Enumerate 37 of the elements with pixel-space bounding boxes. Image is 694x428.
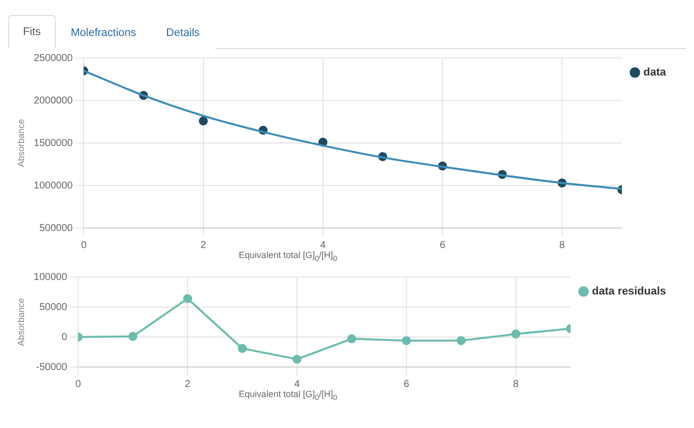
point — [347, 334, 356, 344]
legend-label: data — [643, 66, 667, 79]
x-tick-label: 0 — [80, 240, 87, 251]
x-axis-title: Equivalent total [G]$_{0}$/[H]$_{0}$ — [238, 250, 338, 263]
y-tick-label: -50000 — [36, 362, 68, 373]
y-tick-label: 50000 — [39, 302, 68, 313]
point — [128, 332, 138, 341]
x-tick-label: 6 — [440, 240, 446, 251]
x-axis-title: Equivalent total [G]$_{0}$/[H]$_{0}$ — [238, 389, 338, 402]
text: Details — [151, 16, 215, 49]
y-axis-title: Absorbance — [16, 298, 26, 346]
x-tick-label: 0 — [75, 378, 82, 390]
text: Fits — [8, 15, 56, 49]
point — [402, 336, 411, 346]
legend-label: data residuals — [592, 286, 666, 298]
point — [292, 354, 302, 364]
y-tick-label: 100000 — [34, 272, 68, 283]
x-tick-label: 8 — [513, 378, 520, 390]
point — [183, 294, 192, 304]
x-tick-label: 8 — [559, 240, 566, 251]
y-tick-label: 1500000 — [34, 138, 74, 149]
point — [456, 336, 466, 346]
x-tick-label: 2 — [184, 378, 191, 390]
y-tick-label: 0 — [62, 332, 68, 343]
x-tick-label: 6 — [404, 378, 410, 390]
x-tick-label: 4 — [320, 240, 326, 251]
y-axis-title: Absorbance — [16, 118, 26, 168]
y-tick-label: 2500000 — [34, 52, 74, 64]
y-tick-label: 2000000 — [34, 95, 74, 106]
point — [198, 116, 208, 126]
y-tick-label: 1000000 — [34, 180, 74, 192]
x-tick-label: 2 — [200, 240, 207, 251]
text: Molefractions — [56, 16, 152, 49]
point — [238, 344, 247, 353]
x-tick-label: 4 — [294, 378, 300, 390]
point — [511, 330, 520, 338]
y-tick-label: 500000 — [39, 222, 74, 234]
